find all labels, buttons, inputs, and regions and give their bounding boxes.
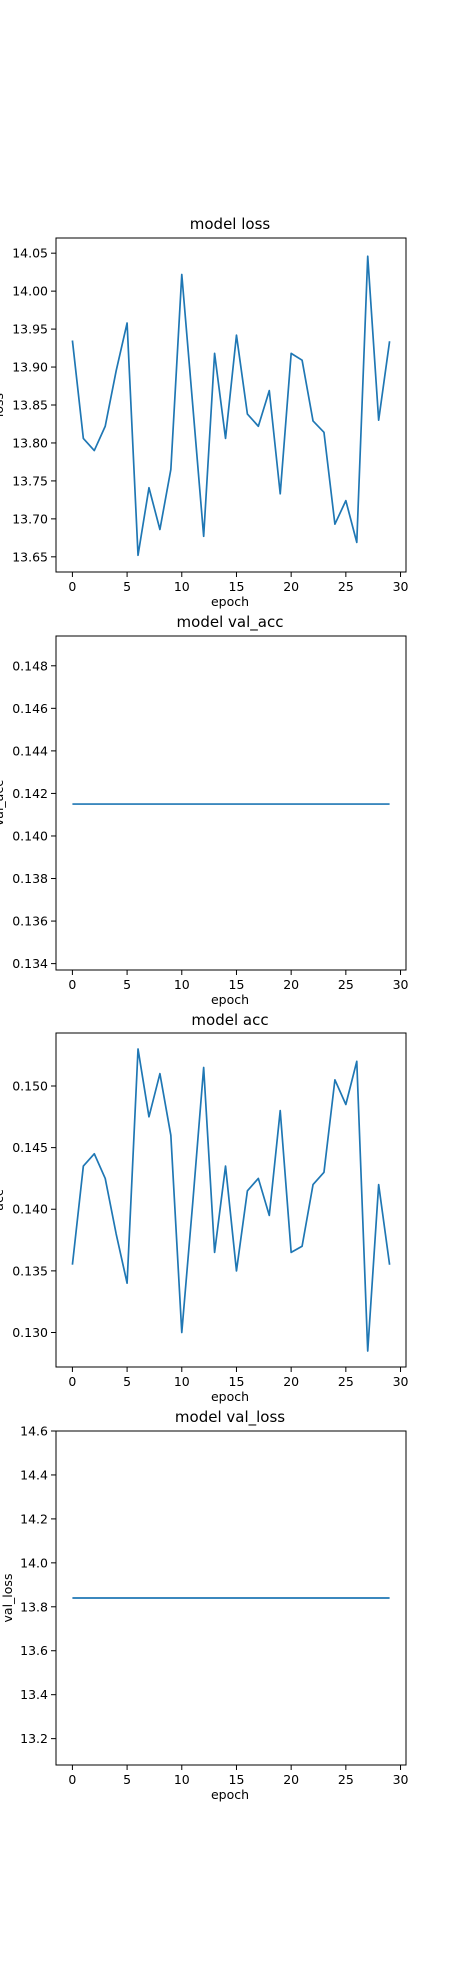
- y-tick-label: 14.6: [20, 1424, 48, 1439]
- x-tick-label: 0: [68, 1772, 76, 1787]
- x-tick-label: 20: [283, 1772, 299, 1787]
- series-line: [71, 1048, 391, 1352]
- x-tick-label: 5: [123, 1374, 131, 1389]
- chart-val-acc: model val_acc epoch val_acc 0 5 10 15 20 25 30…: [0, 613, 409, 1007]
- y-tick-label: 13.8: [20, 1599, 48, 1614]
- y-tick-label: 14.05: [12, 246, 48, 261]
- x-tick-label: 30: [393, 579, 409, 594]
- y-tick-label: 13.2: [20, 1731, 48, 1746]
- chart-acc: model acc epoch acc 0 5 10 15 20 25 30 0.130 0.1…: [0, 1011, 409, 1404]
- x-axis-label: epoch: [211, 1787, 249, 1802]
- chart-title: model acc: [191, 1011, 268, 1029]
- x-tick-label: 25: [338, 1772, 354, 1787]
- x-tick-label: 0: [68, 1374, 76, 1389]
- y-tick-label: 0.140: [12, 828, 48, 843]
- y-axis-label: acc: [0, 1189, 6, 1211]
- y-tick-label: 13.95: [12, 322, 48, 337]
- y-axis-label: val_loss: [0, 1574, 15, 1623]
- y-tick-label: 13.65: [12, 549, 48, 564]
- y-tick-label: 0.145: [12, 1140, 48, 1155]
- y-tick-label: 0.130: [12, 1325, 48, 1340]
- y-tick-label: 0.136: [12, 914, 48, 929]
- x-tick-label: 5: [123, 579, 131, 594]
- y-tick-label: 14.00: [12, 284, 48, 299]
- axes-frame: [55, 1032, 407, 1368]
- y-tick-label: 13.80: [12, 435, 48, 450]
- y-axis-label: val_acc: [0, 780, 6, 826]
- x-tick-label: 5: [123, 1772, 131, 1787]
- y-tick-label: 13.6: [20, 1643, 48, 1658]
- x-tick-label: 15: [229, 1374, 245, 1389]
- x-tick-label: 10: [174, 579, 190, 594]
- x-tick-label: 10: [174, 1772, 190, 1787]
- x-tick-label: 30: [393, 1772, 409, 1787]
- y-tick-label: 0.142: [12, 786, 48, 801]
- y-tick-label: 0.135: [12, 1263, 48, 1278]
- x-tick-label: 10: [174, 1374, 190, 1389]
- chart-loss: model loss epoch loss 0 5 10 15 20 25 30 13.65 1…: [0, 215, 409, 609]
- y-tick-label: 13.75: [12, 473, 48, 488]
- x-axis-label: epoch: [211, 1389, 249, 1404]
- y-tick-label: 0.150: [12, 1078, 48, 1093]
- chart-title: model val_acc: [177, 613, 284, 632]
- x-tick-label: 25: [338, 579, 354, 594]
- x-tick-label: 30: [393, 977, 409, 992]
- chart-title: model loss: [190, 215, 271, 233]
- x-tick-label: 5: [123, 977, 131, 992]
- y-axis-label: loss: [0, 393, 6, 417]
- x-tick-label: 15: [229, 579, 245, 594]
- x-tick-label: 25: [338, 977, 354, 992]
- y-tick-label: 14.4: [20, 1467, 48, 1482]
- x-tick-label: 0: [68, 977, 76, 992]
- x-tick-label: 15: [229, 1772, 245, 1787]
- x-tick-label: 0: [68, 579, 76, 594]
- x-tick-label: 15: [229, 977, 245, 992]
- x-tick-label: 20: [283, 977, 299, 992]
- y-tick-label: 13.90: [12, 360, 48, 375]
- y-tick-label: 13.4: [20, 1687, 48, 1702]
- x-tick-label: 10: [174, 977, 190, 992]
- y-tick-label: 13.70: [12, 511, 48, 526]
- axes-frame: [55, 635, 407, 971]
- y-tick-label: 0.146: [12, 701, 48, 716]
- y-tick-label: 13.85: [12, 398, 48, 413]
- x-tick-label: 20: [283, 1374, 299, 1389]
- y-tick-label: 0.144: [12, 743, 48, 758]
- x-axis-label: epoch: [211, 992, 249, 1007]
- x-tick-label: 20: [283, 579, 299, 594]
- axes-frame: [55, 1430, 407, 1766]
- chart-title: model val_loss: [175, 1408, 285, 1427]
- y-tick-label: 14.2: [20, 1511, 48, 1526]
- x-tick-label: 25: [338, 1374, 354, 1389]
- series-line: [71, 255, 391, 557]
- y-tick-label: 0.134: [12, 956, 48, 971]
- x-tick-label: 30: [393, 1374, 409, 1389]
- y-tick-label: 0.148: [12, 658, 48, 673]
- y-tick-label: 0.140: [12, 1202, 48, 1217]
- x-axis-label: epoch: [211, 594, 249, 609]
- chart-val-loss: model val_loss epoch val_loss 0 5 10 15 20 25…: [0, 1408, 409, 1802]
- y-tick-label: 0.138: [12, 871, 48, 886]
- y-tick-label: 14.0: [20, 1555, 48, 1570]
